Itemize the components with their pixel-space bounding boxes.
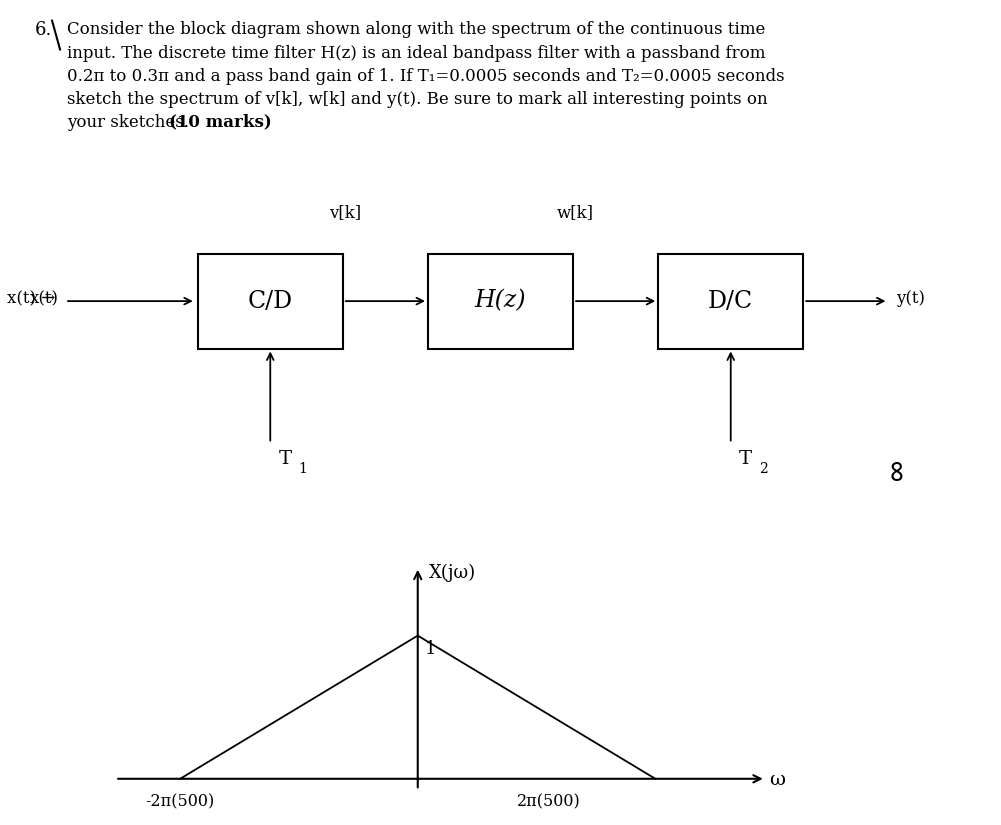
Text: 6.: 6. (35, 21, 52, 39)
Text: 1: 1 (298, 462, 307, 475)
Text: C/D: C/D (247, 290, 293, 313)
Text: T: T (739, 450, 752, 468)
Text: y(t): y(t) (897, 290, 925, 307)
Text: D/C: D/C (708, 290, 754, 313)
Bar (428, 254, 573, 348)
Text: T: T (278, 450, 291, 468)
Text: $\mathcal{8}$: $\mathcal{8}$ (889, 460, 903, 487)
Text: x(t): x(t) (30, 290, 59, 307)
Text: sketch the spectrum of v[k], w[k] and y(t). Be sure to mark all interesting poin: sketch the spectrum of v[k], w[k] and y(… (67, 91, 768, 108)
Text: x(t) →: x(t) → (7, 290, 55, 307)
Text: 2π(500): 2π(500) (517, 793, 581, 810)
Text: -2π(500): -2π(500) (145, 793, 215, 810)
Text: 2: 2 (759, 462, 768, 475)
Text: X(jω): X(jω) (429, 564, 476, 582)
Text: 0.2π to 0.3π and a pass band gain of 1. If T₁=0.0005 seconds and T₂=0.0005 secon: 0.2π to 0.3π and a pass band gain of 1. … (67, 68, 785, 85)
Bar (198, 254, 342, 348)
Bar (659, 254, 803, 348)
Text: your sketches.: your sketches. (67, 114, 194, 131)
Text: w[k]: w[k] (558, 204, 594, 220)
Text: H(z): H(z) (474, 290, 527, 313)
Text: (10 marks): (10 marks) (169, 114, 272, 131)
Text: Consider the block diagram shown along with the spectrum of the continuous time: Consider the block diagram shown along w… (67, 21, 766, 39)
Text: ω: ω (770, 771, 786, 790)
Text: v[k]: v[k] (329, 204, 361, 220)
Text: 1: 1 (424, 640, 436, 658)
Text: input. The discrete time filter H(z) is an ideal bandpass filter with a passband: input. The discrete time filter H(z) is … (67, 45, 766, 62)
